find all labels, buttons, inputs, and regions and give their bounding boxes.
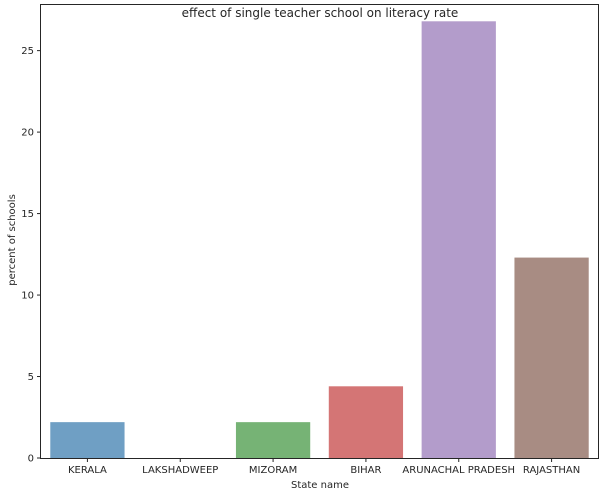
x-tick-label: LAKSHADWEEP [142, 465, 218, 476]
y-tick-label: 5 [28, 372, 34, 383]
y-tick-label: 15 [21, 209, 34, 220]
y-tick-label: 0 [28, 454, 34, 465]
plot-frame [40, 4, 599, 459]
x-tick-label: ARUNACHAL PRADESH [402, 465, 515, 476]
x-tick-label: BIHAR [350, 465, 381, 476]
x-tick-label: MIZORAM [249, 465, 297, 476]
bar-bihar [328, 386, 404, 458]
y-tick-label: 10 [21, 291, 34, 302]
bar-arunachal-pradesh [421, 21, 496, 459]
bar-rajasthan [514, 257, 589, 458]
y-tick-label: 25 [21, 46, 34, 57]
x-tick-label: KERALA [68, 465, 107, 476]
x-tick-label: RAJASTHAN [523, 465, 580, 476]
bar-mizoram [235, 422, 311, 458]
bar-kerala [50, 422, 125, 458]
y-tick-label: 20 [21, 128, 34, 139]
x-axis: KERALA LAKSHADWEEP MIZORAM BIHAR ARUNACHAL P… [68, 458, 580, 476]
y-axis-label: percent of schools [7, 194, 18, 286]
bars-group [50, 21, 589, 459]
x-axis-label: State name [291, 480, 349, 491]
chart-title: effect of single teacher school on liter… [182, 6, 459, 20]
y-axis: 0 5 10 15 20 25 [21, 46, 41, 465]
